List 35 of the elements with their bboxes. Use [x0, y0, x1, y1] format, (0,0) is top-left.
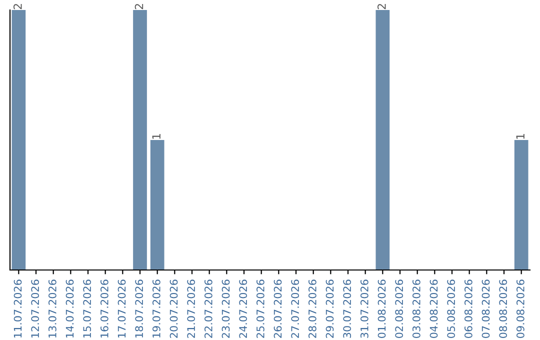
- x-tick-label: 15.07.2026: [83, 280, 92, 338]
- x-tick-label: 14.07.2026: [66, 280, 74, 338]
- x-tick-label: 18.07.2026: [135, 280, 144, 338]
- x-tick-label: 07.08.2026: [482, 280, 490, 338]
- x-tick-label: 21.07.2026: [187, 280, 196, 338]
- data-label: 2: [377, 4, 386, 10]
- x-tick-label: 20.07.2026: [170, 280, 178, 338]
- x-tick-label: 05.08.2026: [447, 280, 456, 338]
- x-tick-label: 30.07.2026: [343, 280, 352, 338]
- x-tick-label: 11.07.2026: [14, 280, 22, 338]
- x-tick-label: 02.08.2026: [395, 280, 404, 338]
- x-tick-label: 16.07.2026: [100, 280, 108, 338]
- x-tick-label: 04.08.2026: [430, 280, 438, 338]
- x-tick-label: 27.07.2026: [291, 280, 300, 338]
- x-tick-label: 24.07.2026: [239, 280, 248, 338]
- x-tick-label: 13.07.2026: [48, 280, 56, 338]
- data-label: 1: [152, 134, 160, 139]
- x-tick-label: 25.07.2026: [256, 280, 264, 338]
- x-tick-label: 22.07.2026: [204, 280, 212, 338]
- x-tick-label: 06.08.2026: [464, 280, 472, 338]
- x-tick-label: 03.08.2026: [412, 280, 420, 338]
- x-tick-label: 01.08.2026: [378, 280, 386, 338]
- x-tick-label: 29.07.2026: [326, 280, 334, 338]
- x-tick-label: 26.07.2026: [274, 280, 282, 338]
- x-tick-label: 08.08.2026: [499, 280, 508, 338]
- x-tick-label: 23.07.2026: [222, 280, 230, 338]
- data-label: 2: [134, 4, 144, 10]
- data-label: 1: [516, 134, 524, 139]
- x-tick-label: 28.07.2026: [308, 280, 316, 338]
- x-tick-label: 12.07.2026: [31, 280, 40, 338]
- x-tick-label: 19.07.2026: [152, 280, 160, 338]
- x-tick-label: 17.07.2026: [118, 280, 126, 338]
- data-label: 2: [13, 4, 22, 10]
- x-tick-label: 09.08.2026: [516, 280, 524, 338]
- x-tick-label: 31.07.2026: [360, 280, 368, 338]
